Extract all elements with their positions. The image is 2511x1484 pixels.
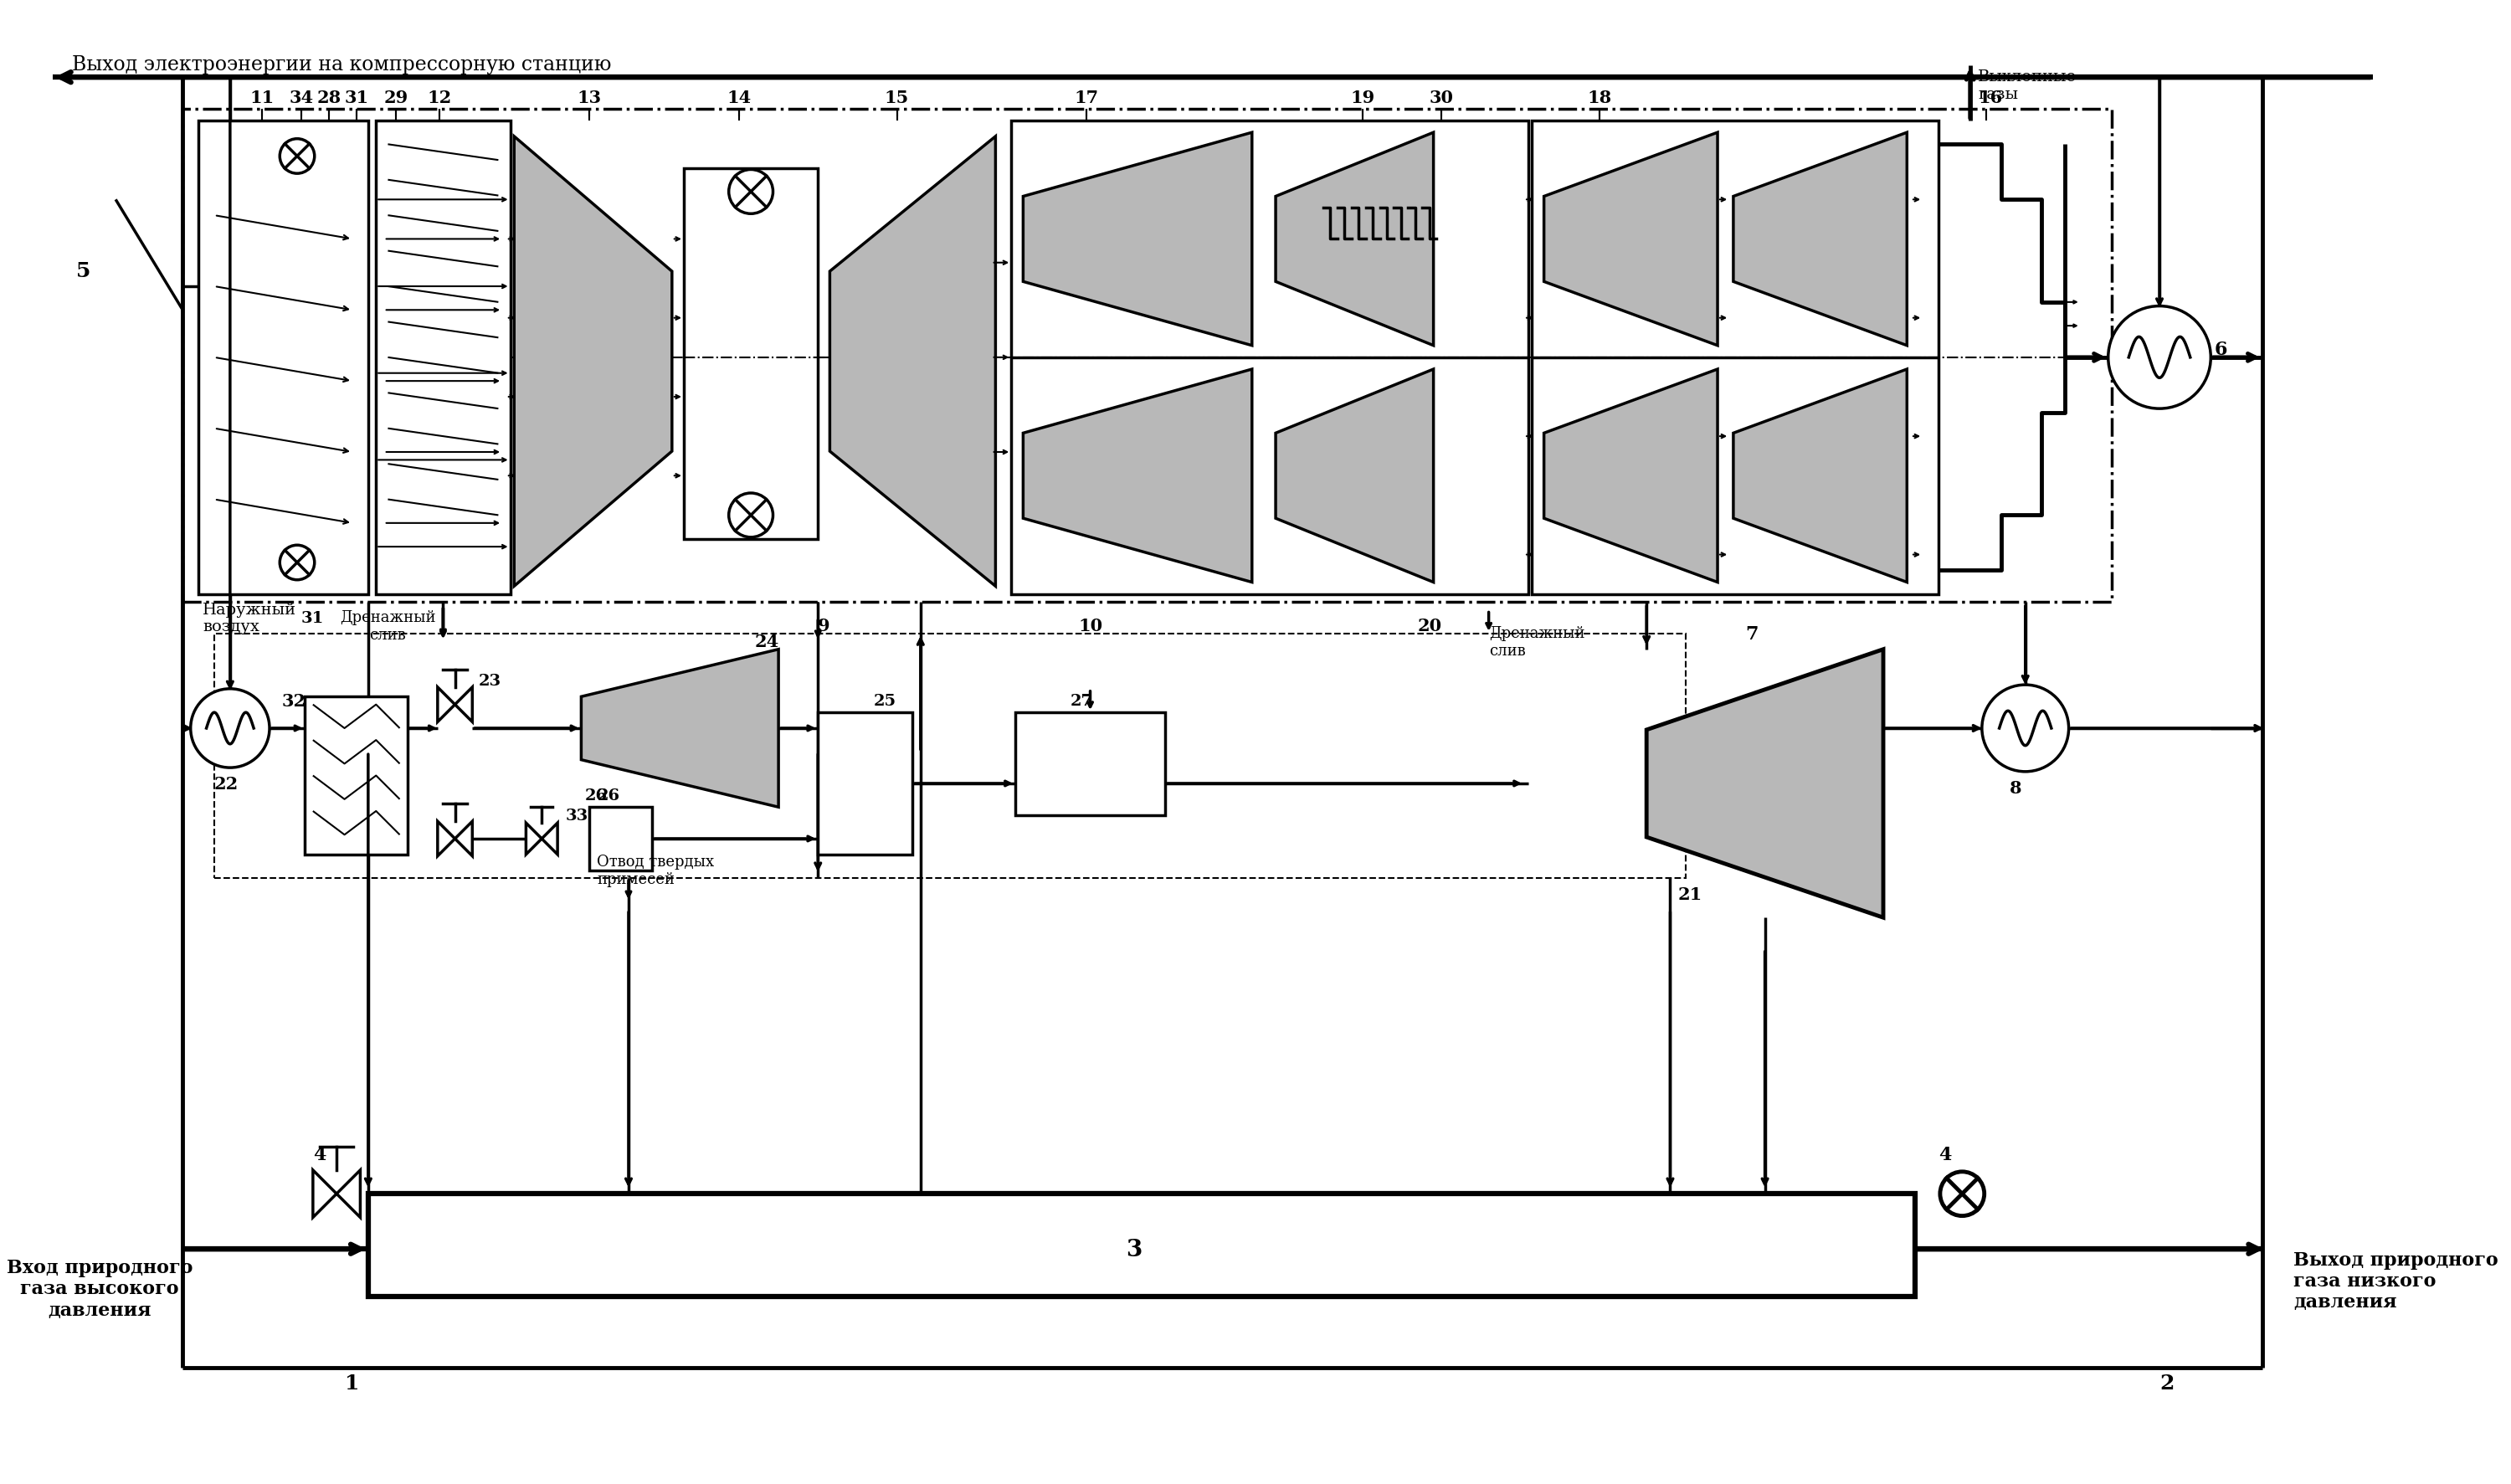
Text: 4: 4 bbox=[1938, 1146, 1951, 1163]
Text: 8: 8 bbox=[2009, 779, 2021, 795]
Text: Отвод твердых
примесей: Отвод твердых примесей bbox=[598, 855, 713, 887]
Text: 7: 7 bbox=[1745, 625, 1758, 643]
Circle shape bbox=[1941, 1172, 1984, 1215]
Bar bbox=[213, 634, 1685, 879]
Text: 20: 20 bbox=[1419, 617, 1441, 635]
Text: 29: 29 bbox=[384, 89, 407, 105]
Text: 16: 16 bbox=[1979, 89, 2001, 105]
Text: 19: 19 bbox=[1351, 89, 1374, 105]
Bar bbox=[1014, 712, 1165, 815]
Polygon shape bbox=[1647, 650, 1883, 919]
Circle shape bbox=[2109, 307, 2210, 410]
Bar bbox=[369, 1195, 1916, 1297]
Bar bbox=[183, 110, 2112, 603]
Text: 25: 25 bbox=[874, 693, 896, 708]
Polygon shape bbox=[829, 137, 994, 586]
Text: 26: 26 bbox=[598, 788, 620, 803]
Polygon shape bbox=[437, 822, 454, 856]
Circle shape bbox=[728, 494, 773, 537]
Bar bbox=[683, 169, 819, 539]
Text: 4: 4 bbox=[314, 1146, 326, 1163]
Text: 5: 5 bbox=[75, 261, 90, 280]
Polygon shape bbox=[314, 1171, 336, 1217]
Polygon shape bbox=[542, 824, 557, 855]
Text: 6: 6 bbox=[2215, 341, 2227, 359]
Text: 10: 10 bbox=[1077, 617, 1102, 635]
Text: 14: 14 bbox=[726, 89, 751, 105]
Text: Выход электроэнергии на компрессорную станцию: Выход электроэнергии на компрессорную ст… bbox=[73, 55, 613, 74]
Text: Наружный
воздух: Наружный воздух bbox=[203, 603, 296, 634]
Text: Выхлопные
газы: Выхлопные газы bbox=[1979, 70, 2077, 102]
Text: 31: 31 bbox=[344, 89, 369, 105]
Text: 17: 17 bbox=[1075, 89, 1097, 105]
Text: 30: 30 bbox=[1429, 89, 1454, 105]
Circle shape bbox=[728, 171, 773, 214]
Text: 12: 12 bbox=[427, 89, 452, 105]
Polygon shape bbox=[437, 687, 454, 723]
Polygon shape bbox=[1022, 134, 1253, 346]
Polygon shape bbox=[1733, 370, 1906, 583]
Text: 21: 21 bbox=[1677, 886, 1702, 902]
Circle shape bbox=[1981, 686, 2069, 772]
Polygon shape bbox=[1733, 134, 1906, 346]
Text: 2: 2 bbox=[2159, 1373, 2175, 1393]
Polygon shape bbox=[1276, 370, 1434, 583]
Bar bbox=[198, 122, 369, 595]
Polygon shape bbox=[515, 137, 673, 586]
Text: 34: 34 bbox=[289, 89, 314, 105]
Text: 3: 3 bbox=[1125, 1238, 1143, 1260]
Circle shape bbox=[279, 546, 314, 580]
Text: 22: 22 bbox=[213, 776, 239, 792]
Bar bbox=[1532, 122, 1938, 595]
Text: 31: 31 bbox=[301, 610, 324, 626]
Text: Вход природного
газа высокого
давления: Вход природного газа высокого давления bbox=[8, 1258, 193, 1319]
Polygon shape bbox=[580, 650, 778, 807]
Text: 13: 13 bbox=[578, 89, 600, 105]
Text: 26: 26 bbox=[585, 788, 608, 803]
Text: 9: 9 bbox=[819, 617, 831, 635]
Bar bbox=[377, 122, 510, 595]
Polygon shape bbox=[336, 1171, 359, 1217]
Bar bbox=[304, 697, 407, 855]
Text: 32: 32 bbox=[281, 693, 306, 709]
Text: 1: 1 bbox=[344, 1373, 359, 1393]
Bar bbox=[590, 807, 653, 871]
Text: 24: 24 bbox=[756, 634, 778, 650]
Text: 28: 28 bbox=[316, 89, 341, 105]
Text: Дренажный
слив: Дренажный слив bbox=[1489, 626, 1584, 657]
Polygon shape bbox=[1544, 370, 1718, 583]
Polygon shape bbox=[1544, 134, 1718, 346]
Text: Дренажный
слив: Дренажный слив bbox=[339, 610, 437, 643]
Text: 23: 23 bbox=[480, 674, 502, 689]
Bar bbox=[819, 712, 911, 855]
Circle shape bbox=[279, 139, 314, 174]
Text: 11: 11 bbox=[249, 89, 274, 105]
Text: 15: 15 bbox=[884, 89, 909, 105]
Bar bbox=[1012, 122, 1529, 595]
Text: 27: 27 bbox=[1070, 693, 1092, 708]
Circle shape bbox=[191, 689, 269, 769]
Polygon shape bbox=[454, 687, 472, 723]
Text: Выход природного
газа низкого
давления: Выход природного газа низкого давления bbox=[2293, 1250, 2498, 1312]
Polygon shape bbox=[1022, 370, 1253, 583]
Polygon shape bbox=[1276, 134, 1434, 346]
Polygon shape bbox=[454, 822, 472, 856]
Polygon shape bbox=[525, 824, 542, 855]
Text: 18: 18 bbox=[1587, 89, 1612, 105]
Text: 33: 33 bbox=[565, 807, 588, 822]
